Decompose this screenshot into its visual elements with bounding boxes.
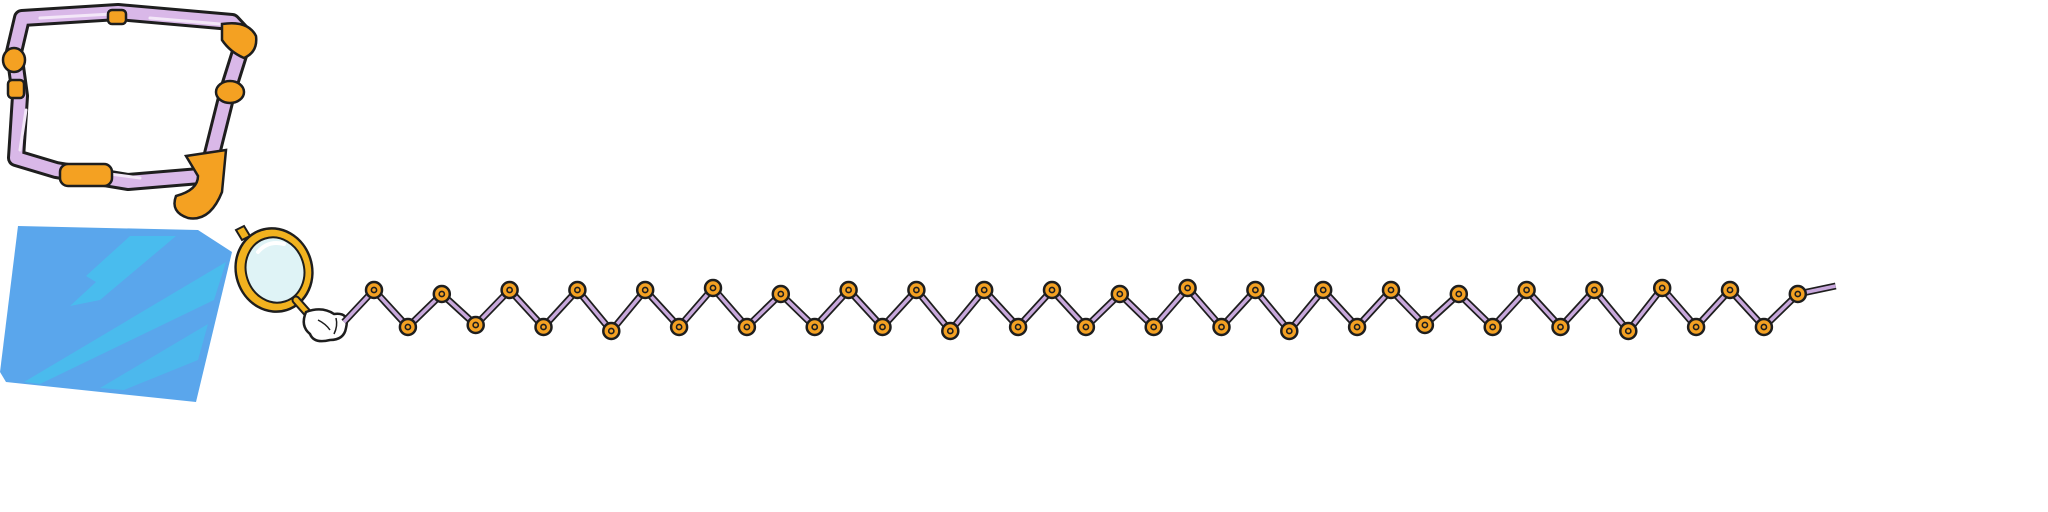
chain-rivet xyxy=(839,280,858,300)
chain-rivet-center xyxy=(1184,284,1191,292)
chain-rivet xyxy=(1415,315,1435,335)
chain-rivet-center xyxy=(980,286,988,294)
chain-rivet xyxy=(941,321,960,341)
chain-rivet xyxy=(534,317,553,337)
chain-rivet-center xyxy=(1218,323,1225,331)
chain-rivet xyxy=(771,284,791,304)
chain-rivet xyxy=(1110,284,1130,304)
glass-panel-sprite xyxy=(0,226,232,402)
chain-rivet xyxy=(1652,278,1672,298)
chain-rivet xyxy=(1212,317,1231,337)
chain-rivet-center xyxy=(1421,321,1429,329)
chain-rivet xyxy=(635,280,655,300)
chain-rivet-center xyxy=(811,323,819,331)
chain-rivet-center xyxy=(574,286,581,294)
chain-rivet xyxy=(974,280,994,300)
chain-rivet-center xyxy=(1658,284,1666,292)
white-glove-icon xyxy=(302,308,348,343)
chain-rivet-center xyxy=(472,321,480,329)
chain-rivet xyxy=(1686,317,1706,337)
zigzag-chain-sprite xyxy=(341,278,1837,341)
chain-rivet xyxy=(1754,317,1774,337)
chain-rivet-center xyxy=(1794,290,1802,298)
chain-rivet-center xyxy=(1726,286,1734,294)
chain-rivet xyxy=(1347,317,1367,337)
pipe-joints xyxy=(1,8,258,220)
chain-rivet xyxy=(1483,317,1502,337)
chain-rivet-center xyxy=(1624,327,1632,335)
chain-rivet xyxy=(873,317,892,337)
chain-rivet xyxy=(1144,317,1163,337)
chain-rivet xyxy=(1551,317,1570,337)
chain-rivet xyxy=(602,321,621,341)
chain-rivet xyxy=(1280,321,1299,341)
chain-rivet-center xyxy=(1455,290,1463,298)
chain-rivet xyxy=(1042,280,1062,300)
chain-rivet xyxy=(1008,317,1028,337)
chain-rivet-center xyxy=(1557,323,1564,331)
chain-rivet xyxy=(907,280,926,300)
magnifier-icon xyxy=(234,224,317,323)
chain-rivet-center xyxy=(1353,323,1361,331)
chain-rivet xyxy=(1788,284,1808,304)
chain-rivet xyxy=(466,315,485,335)
chain-rivet xyxy=(1313,280,1333,300)
chain-rivet xyxy=(1076,317,1096,337)
chain-rivet-center xyxy=(743,323,751,331)
chain-rivet-center xyxy=(879,323,886,331)
chain-rivet xyxy=(1178,278,1197,298)
chain-rivet-center xyxy=(404,323,412,331)
chain-rivet xyxy=(805,317,824,337)
chain-rivet-center xyxy=(540,323,547,331)
chain-rivet-center xyxy=(946,327,954,335)
chain-rivet xyxy=(669,317,689,337)
chain-rivet xyxy=(703,278,723,298)
chain-rivet xyxy=(1449,284,1469,304)
chain-rivet-center xyxy=(438,290,446,298)
chain-rivet-center xyxy=(1252,286,1259,294)
chain-rivet xyxy=(432,284,452,304)
chain-rivet xyxy=(1720,280,1740,300)
chain-rivet xyxy=(1517,280,1536,300)
chain-rivet-center xyxy=(641,286,649,294)
chain-rivet xyxy=(1619,321,1638,341)
chain-rivet-center xyxy=(1285,327,1293,335)
magnifier-hand-sprite xyxy=(234,224,348,343)
chain-rivet-center xyxy=(1760,323,1768,331)
chain-rivet-center xyxy=(1387,286,1395,294)
chain-rivet xyxy=(1585,280,1604,300)
pipe-frame-sprite xyxy=(1,3,258,220)
chain-rivet xyxy=(398,317,418,337)
chain-rivet-center xyxy=(1319,286,1327,294)
chain-rivet-center xyxy=(845,286,852,294)
chain-rivet xyxy=(364,280,384,300)
chain-rivet-center xyxy=(913,286,920,294)
chain-rivet xyxy=(568,280,587,300)
chain-rivet-center xyxy=(1591,286,1598,294)
chain-rivet xyxy=(1381,280,1401,300)
chain-rivet-center xyxy=(506,286,513,294)
chain-rivet xyxy=(737,317,757,337)
chain-rivet-center xyxy=(1082,323,1090,331)
chain-rivet-center xyxy=(1692,323,1700,331)
chain-rivet-center xyxy=(675,323,683,331)
chain-rivet-center xyxy=(607,327,615,335)
chain-rivet xyxy=(1246,280,1265,300)
chain-rivet-center xyxy=(1150,323,1158,331)
chain-rivet-center xyxy=(370,286,378,294)
chain-rivet xyxy=(500,280,519,300)
chain-rivet-center xyxy=(1014,323,1022,331)
chain-rivet-center xyxy=(1489,323,1497,331)
chain-rivet-center xyxy=(777,290,785,298)
chain-rivet-center xyxy=(1523,286,1530,294)
chain-rivet-center xyxy=(709,284,717,292)
chain-rivet-center xyxy=(1048,286,1056,294)
chain-rivet-center xyxy=(1116,290,1124,298)
